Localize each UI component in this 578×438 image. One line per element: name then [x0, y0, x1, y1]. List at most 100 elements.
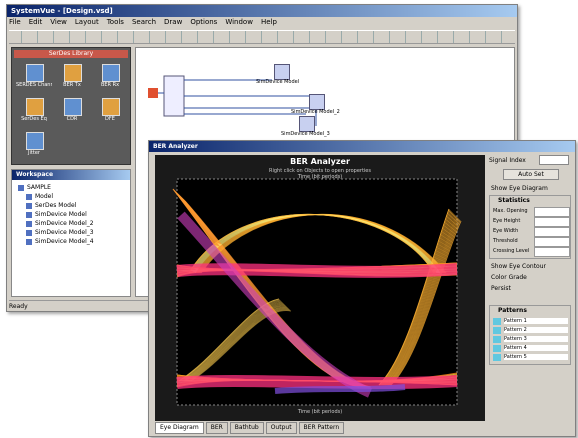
pattern-swatch [493, 336, 501, 343]
signal-label: Signal Index [489, 157, 526, 164]
title-bar: SystemVue - [Design.vsd] [7, 5, 517, 17]
eye-trace [182, 302, 284, 382]
x-axis-label: Time (bit periods) [297, 174, 342, 180]
eye-trace [381, 211, 453, 386]
library-icon[interactable] [26, 98, 44, 116]
library-label: SerDes Eq [21, 116, 47, 122]
library-label: Jitter [28, 150, 40, 156]
library-label: BER Tx [63, 82, 81, 88]
eye-trace [184, 304, 286, 382]
menu-item[interactable]: Tools [106, 18, 124, 26]
menu-bar: File Edit View Layout Tools Search Draw Options… [9, 18, 515, 29]
menu-item[interactable]: Search [131, 18, 157, 26]
library-icon[interactable] [26, 64, 44, 82]
eye-trace [181, 301, 283, 382]
tree-title: Workspace [12, 170, 130, 180]
tab[interactable]: BER [205, 422, 228, 434]
eye-trace [389, 219, 461, 386]
side-panel: Signal Index Auto Set Show Eye Diagram S… [489, 155, 573, 433]
eye-trace [186, 306, 288, 382]
eye-plot: BER Analyzer Right click on Objects to o… [155, 155, 485, 421]
library-header: SerDes Library [14, 50, 128, 58]
signal-input[interactable] [539, 155, 569, 165]
stat-label: Threshold [493, 238, 518, 244]
library-label: BER Rx [100, 82, 120, 88]
eye-trace [390, 220, 462, 386]
pattern-label[interactable]: Pattern 5 [504, 354, 568, 360]
library-icon[interactable] [64, 64, 82, 82]
ber-window: BER Analyzer BER Analyzer Right click on… [148, 140, 576, 437]
library-label: SERDES Channel [16, 82, 52, 88]
library-icon[interactable] [26, 132, 44, 150]
library-label: CDR [66, 116, 78, 122]
tab[interactable]: Eye Diagram [155, 422, 204, 434]
pattern-label[interactable]: Pattern 4 [504, 345, 568, 351]
eye-traces [172, 188, 462, 398]
schematic-block[interactable] [299, 116, 315, 132]
plot-title: BER Analyzer [290, 157, 350, 166]
tree-item[interactable]: SimDevice Model_3 [26, 229, 94, 236]
eye-trace [388, 218, 460, 386]
menu-item[interactable]: Layout [74, 18, 99, 26]
option-checkbox[interactable]: Color Grade [491, 274, 527, 281]
statistics-box: Statistics Max. Opening Eye Height Eye Wid… [489, 195, 571, 259]
eye-trace [379, 209, 451, 386]
plot-hint: Right click on Objects to open propertie… [269, 168, 371, 174]
stat-field [534, 247, 570, 257]
eye-trace [384, 214, 456, 386]
tree-item[interactable]: SimDevice Model [26, 211, 87, 218]
option-checkbox[interactable]: Persist [491, 285, 511, 292]
eye-trace [382, 212, 454, 386]
option-checkbox[interactable]: Show Eye Contour [491, 263, 546, 270]
pattern-swatch [493, 354, 501, 361]
pattern-label[interactable]: Pattern 1 [504, 318, 568, 324]
library-icon[interactable] [102, 98, 120, 116]
pattern-label[interactable]: Pattern 3 [504, 336, 568, 342]
block-label: SimDevice Model_2 [291, 109, 340, 115]
tree-item[interactable]: SerDes Model [26, 202, 77, 209]
eye-trace [188, 308, 290, 382]
tab[interactable]: Bathtub [229, 422, 264, 434]
library-icon[interactable] [64, 98, 82, 116]
menu-item[interactable]: File [9, 18, 21, 26]
pattern-swatch [493, 327, 501, 334]
tree-item[interactable]: SAMPLE [18, 184, 51, 191]
tree-item[interactable]: SimDevice Model_4 [26, 238, 94, 245]
eye-trace [176, 375, 458, 389]
options: Show Eye Contour Color Grade Persist [489, 263, 571, 299]
tree-item[interactable]: Model [26, 193, 54, 200]
tab-bar: Eye Diagram BER Bathtub Output BER Pattern [155, 422, 485, 434]
splitter-block [163, 75, 185, 117]
stat-field [534, 207, 570, 217]
library-icon[interactable] [102, 64, 120, 82]
pattern-label[interactable]: Pattern 2 [504, 327, 568, 333]
schematic-block[interactable] [309, 94, 325, 110]
menu-item[interactable]: View [50, 18, 67, 26]
wires [148, 75, 317, 126]
schematic-block[interactable] [274, 64, 290, 80]
eye-trace [383, 213, 455, 386]
tab[interactable]: BER Pattern [298, 422, 345, 434]
menu-item[interactable]: Help [260, 18, 277, 26]
eye-trace [190, 310, 292, 382]
eye-trace [378, 208, 450, 386]
wire [158, 79, 317, 126]
eye-trace [274, 384, 406, 394]
tree-item[interactable]: SimDevice Model_2 [26, 220, 94, 227]
eye-trace [386, 216, 458, 386]
patterns-header: Patterns [498, 307, 527, 314]
menu-item[interactable]: Draw [164, 18, 183, 26]
menu-item[interactable]: Edit [28, 18, 43, 26]
eye-trace [187, 307, 289, 382]
auto-set-button[interactable]: Auto Set [503, 169, 559, 180]
eye-trace [380, 210, 452, 386]
stat-label: Eye Width [493, 228, 519, 234]
menu-item[interactable]: Options [190, 18, 218, 26]
eye-trace [179, 299, 281, 382]
show-eye-checkbox[interactable]: Show Eye Diagram [491, 185, 548, 192]
menu-item[interactable]: Window [225, 18, 253, 26]
tab[interactable]: Output [265, 422, 297, 434]
library-label: DFE [105, 116, 115, 122]
block-label: SimDevice Model_3 [281, 131, 330, 137]
